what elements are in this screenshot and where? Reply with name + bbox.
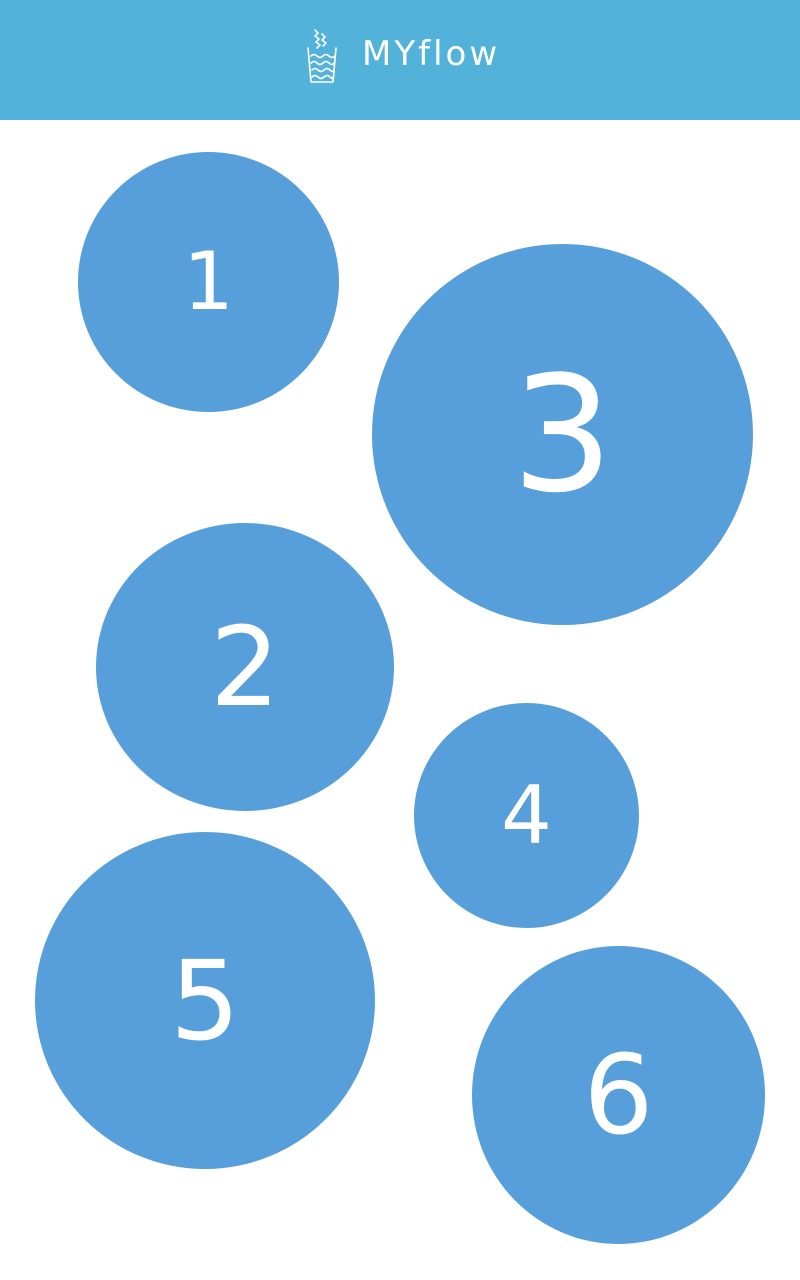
circle-button-1[interactable]: 1 [78,152,339,412]
circle-button-5[interactable]: 5 [35,832,375,1169]
circle-button-6[interactable]: 6 [472,946,765,1244]
circle-button-3[interactable]: 3 [372,244,753,625]
app-header: MYflow [0,0,800,120]
circle-label: 1 [183,235,234,328]
circle-button-4[interactable]: 4 [414,703,639,928]
circle-label: 6 [583,1031,654,1159]
circle-label: 2 [210,603,280,731]
circle-button-2[interactable]: 2 [96,523,394,811]
circle-label: 4 [501,768,552,862]
brand: MYflow [302,22,500,86]
circle-label: 3 [511,340,614,528]
circle-label: 5 [170,936,240,1065]
bin-with-waves-icon [307,29,337,83]
app-title: MYflow [362,34,501,74]
